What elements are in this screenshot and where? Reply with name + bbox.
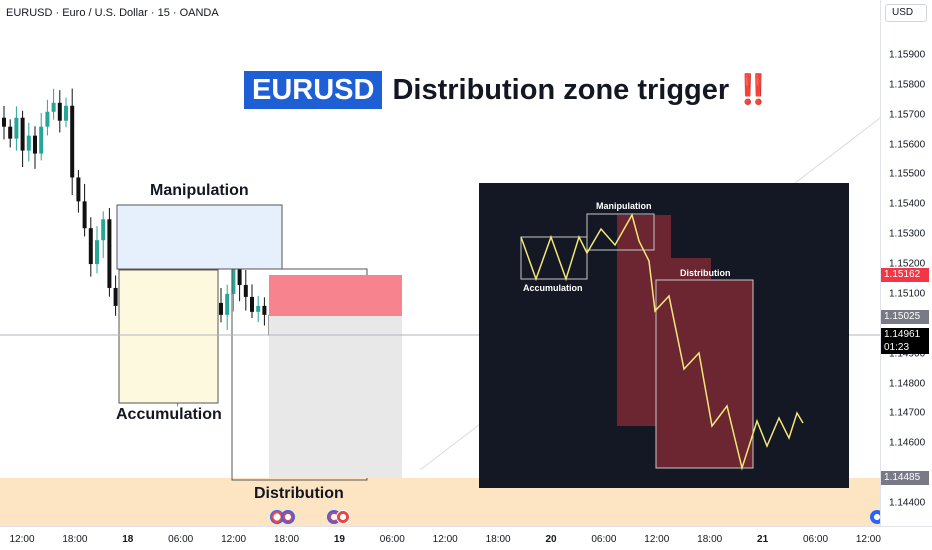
time-tick: 06:00 — [168, 534, 194, 545]
bar-countdown: 01:23 — [881, 341, 929, 354]
price-tick: 1.15500 — [889, 168, 926, 180]
schematic-distribution-label: Distribution — [680, 268, 731, 278]
candle-body[interactable] — [70, 105, 75, 178]
candle-body[interactable] — [101, 219, 106, 241]
price-tick: 1.14800 — [889, 378, 926, 390]
candle-body[interactable] — [20, 117, 25, 151]
time-tick: 18:00 — [485, 534, 511, 545]
price-tick: 1.15700 — [889, 109, 926, 121]
economic-event-icon[interactable] — [270, 510, 284, 524]
candle-body[interactable] — [95, 240, 99, 265]
headline-tag: EURUSD — [244, 71, 383, 109]
stop-price-badge: 1.15162 — [881, 268, 929, 282]
candle-body[interactable] — [107, 219, 112, 288]
time-tick: 12:00 — [221, 534, 247, 545]
accumulation-zone[interactable] — [118, 269, 219, 404]
chart-canvas[interactable]: EURUSD · Euro / U.S. Dollar · 15 · OANDA… — [0, 0, 880, 526]
us-flag-event-icon[interactable] — [281, 510, 295, 524]
manipulation-label: Manipulation — [150, 182, 249, 199]
candle-body[interactable] — [33, 135, 37, 154]
schematic-inset: Accumulation Manipulation Distribution — [479, 183, 849, 488]
distribution-label: Distribution — [254, 485, 344, 502]
candle-body[interactable] — [76, 177, 81, 202]
stop-loss-zone[interactable] — [269, 275, 402, 316]
candle-body[interactable] — [51, 102, 56, 112]
time-tick: 06:00 — [379, 534, 405, 545]
candle-body[interactable] — [231, 267, 236, 294]
time-tick: 06:00 — [802, 534, 829, 545]
us-flag-event-icon[interactable] — [336, 510, 350, 524]
take-profit-zone[interactable] — [269, 316, 402, 478]
price-tick: 1.14400 — [889, 497, 926, 509]
price-tick: 1.15100 — [889, 288, 926, 300]
headline: EURUSD Distribution zone trigger ‼️ — [244, 70, 771, 110]
price-tick: 1.15900 — [889, 49, 926, 61]
candle-body[interactable] — [82, 201, 87, 229]
candle-body[interactable] — [262, 305, 267, 315]
price-tick: 1.14600 — [889, 437, 926, 449]
headline-text: Distribution zone trigger — [392, 73, 730, 106]
schematic-price-path — [520, 213, 804, 471]
schematic-accumulation-label: Accumulation — [523, 283, 583, 293]
candle-body[interactable] — [39, 126, 44, 154]
time-tick: 21 — [757, 534, 769, 545]
price-axis[interactable] — [880, 0, 932, 526]
time-tick: 18 — [122, 534, 134, 545]
candle-body[interactable] — [225, 293, 230, 315]
time-tick: 20 — [545, 534, 557, 545]
schematic-distribution-box — [655, 279, 754, 469]
schematic-accumulation-box — [520, 236, 588, 280]
price-tick: 1.14700 — [889, 407, 926, 419]
last-price-badge: 1.14961 — [881, 328, 929, 342]
candle-body[interactable] — [250, 296, 254, 312]
schematic-diagram — [520, 213, 804, 471]
candle-body[interactable] — [8, 126, 13, 139]
time-tick: 12:00 — [9, 534, 35, 545]
price-tick: 1.15300 — [889, 228, 926, 240]
price-tick: 1.15200 — [889, 258, 926, 270]
candle-body[interactable] — [57, 102, 62, 121]
candle-body[interactable] — [14, 117, 19, 139]
candle-body[interactable] — [88, 228, 93, 265]
price-tick: 1.15800 — [889, 79, 926, 91]
time-tick: 18:00 — [697, 534, 723, 545]
candle-body[interactable] — [113, 287, 118, 306]
currency-selector[interactable]: USD — [885, 4, 927, 22]
time-tick: 12:00 — [644, 534, 670, 545]
schematic-manipulation-label: Manipulation — [596, 201, 652, 211]
time-tick: 12:00 — [432, 534, 458, 545]
time-tick: 12:00 — [855, 534, 881, 545]
candle-body[interactable] — [45, 111, 50, 127]
time-tick: 18:00 — [273, 534, 300, 545]
time-tick: 18:00 — [62, 534, 88, 545]
time-tick: 19 — [333, 534, 345, 545]
candle-body[interactable] — [219, 302, 223, 315]
accumulation-label: Accumulation — [116, 406, 222, 423]
candle-body[interactable] — [243, 284, 248, 297]
eu-flag-event-icon[interactable] — [870, 510, 880, 524]
candle-body[interactable] — [256, 305, 261, 312]
target-price-badge: 1.14485 — [881, 471, 929, 485]
candle-body[interactable] — [64, 105, 68, 121]
schematic-distribution-block-top — [617, 215, 671, 261]
manipulation-zone[interactable] — [116, 204, 283, 270]
schematic-manipulation-box — [586, 213, 655, 251]
candle-body[interactable] — [26, 135, 31, 151]
entry-price-badge: 1.15025 — [881, 310, 929, 324]
symbol-label[interactable]: EURUSD · Euro / U.S. Dollar · 15 · OANDA — [6, 7, 219, 19]
time-axis[interactable] — [0, 526, 932, 550]
price-tick: 1.15400 — [889, 198, 926, 210]
price-tick: 1.15600 — [889, 139, 926, 151]
candle-body[interactable] — [237, 267, 242, 285]
candle-body[interactable] — [2, 117, 6, 127]
double-exclamation-icon: ‼️ — [735, 74, 771, 106]
time-tick: 06:00 — [591, 534, 617, 545]
